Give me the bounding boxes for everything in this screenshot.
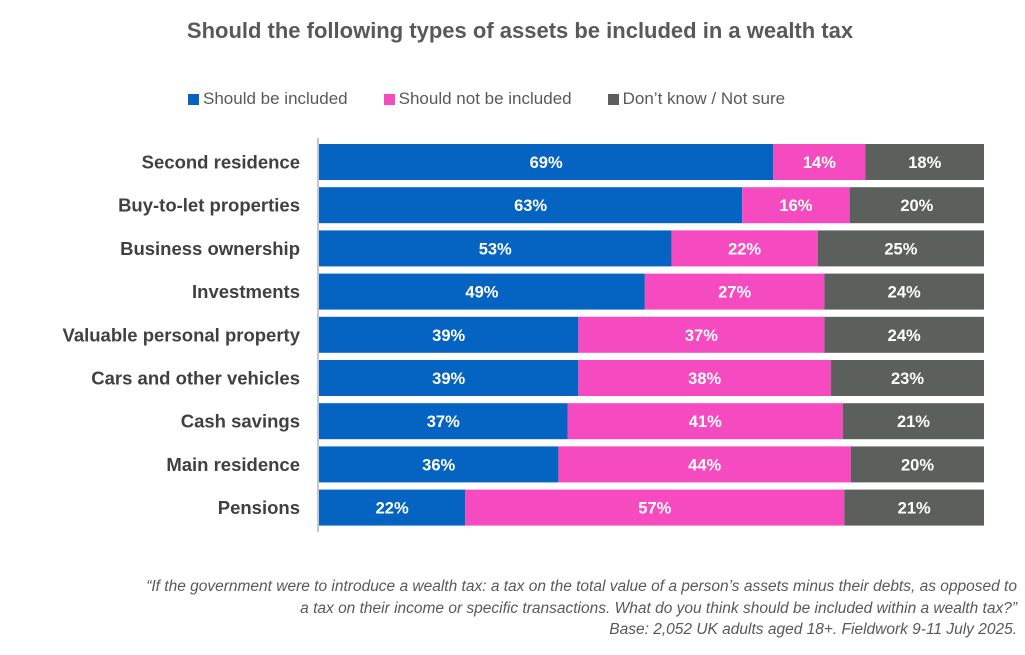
data-label-should-not-be-included-pensions: 57% — [638, 500, 671, 518]
bar-should-not-be-included-main-residence — [558, 446, 851, 483]
data-label-should-be-included-cash-savings: 37% — [427, 413, 460, 431]
category-label-investments: Investments — [192, 281, 300, 302]
category-label-business-ownership: Business ownership — [120, 238, 300, 259]
legend-item-dont-know: Don’t know / Not sure — [607, 89, 786, 109]
bar-should-be-included-main-residence — [319, 446, 559, 483]
bar-don-t-know-not-sure-second-residence — [865, 144, 984, 180]
footnote-question-line2: a tax on their income or specific transa… — [300, 599, 1017, 617]
bar-don-t-know-not-sure-pensions — [844, 489, 984, 526]
legend-label-not-included: Should not be included — [398, 89, 572, 108]
legend-swatch-included — [188, 93, 199, 105]
bar-don-t-know-not-sure-main-residence — [851, 446, 984, 483]
chart-title: Should the following types of assets be … — [186, 18, 854, 43]
data-label-don-t-know-not-sure-investments: 24% — [888, 284, 921, 302]
bar-don-t-know-not-sure-business-ownership — [817, 230, 984, 267]
bar-should-not-be-included-business-ownership — [671, 230, 818, 267]
footnote-base: Base: 2,052 UK adults aged 18+. Fieldwor… — [609, 621, 1017, 638]
bar-should-be-included-second-residence — [319, 144, 774, 180]
category-label-main-residence: Main residence — [166, 454, 300, 475]
footnote-question-line1: “If the government were to introduce a w… — [146, 578, 1017, 595]
bar-don-t-know-not-sure-buy-to-let-properties — [849, 187, 984, 224]
data-label-should-not-be-included-buy-to-let-properties: 16% — [779, 197, 812, 215]
data-label-don-t-know-not-sure-buy-to-let-properties: 20% — [900, 197, 933, 215]
data-label-should-not-be-included-second-residence: 14% — [803, 154, 836, 172]
data-label-should-not-be-included-investments: 27% — [718, 284, 751, 302]
bar-should-not-be-included-pensions — [465, 489, 845, 526]
data-label-should-not-be-included-cash-savings: 41% — [689, 413, 722, 431]
data-label-don-t-know-not-sure-main-residence: 20% — [901, 456, 934, 474]
data-label-should-be-included-pensions: 22% — [376, 500, 409, 518]
data-label-don-t-know-not-sure-business-ownership: 25% — [884, 240, 917, 258]
data-label-should-not-be-included-main-residence: 44% — [688, 456, 721, 474]
data-label-should-not-be-included-business-ownership: 22% — [728, 240, 761, 258]
stacked-bar-chart: Second residence 69% 14% 18% Buy-to-let prop… — [63, 138, 984, 532]
legend-swatch-dont-know — [607, 93, 619, 105]
data-label-should-be-included-cars-and-other-vehicles: 39% — [432, 370, 465, 388]
bar-don-t-know-not-sure-cars-and-other-vehicles — [831, 360, 984, 396]
data-label-should-not-be-included-cars-and-other-vehicles: 38% — [688, 370, 721, 388]
bar-should-be-included-cars-and-other-vehicles — [319, 360, 579, 396]
data-label-should-be-included-business-ownership: 53% — [479, 240, 512, 258]
legend-item-included: Should be included — [188, 89, 348, 109]
data-label-should-not-be-included-valuable-personal-property: 37% — [685, 327, 718, 345]
category-label-cars-and-other-vehicles: Cars and other vehicles — [91, 368, 300, 389]
bar-don-t-know-not-sure-valuable-personal-property — [824, 316, 984, 353]
legend-swatch-not-included — [383, 93, 395, 105]
category-label-cash-savings: Cash savings — [181, 411, 300, 432]
bar-should-not-be-included-buy-to-let-properties — [742, 187, 850, 224]
bar-should-not-be-included-second-residence — [773, 144, 866, 180]
bar-should-not-be-included-cash-savings — [567, 403, 843, 440]
legend-item-not-included: Should not be included — [383, 89, 572, 109]
data-label-should-be-included-second-residence: 69% — [530, 154, 563, 172]
category-label-buy-to-let-properties: Buy-to-let properties — [118, 195, 300, 216]
legend-label-dont-know: Don’t know / Not sure — [622, 89, 786, 108]
bar-should-be-included-pensions — [319, 489, 466, 526]
bar-should-be-included-business-ownership — [319, 230, 672, 267]
bar-should-not-be-included-cars-and-other-vehicles — [578, 360, 832, 396]
data-label-don-t-know-not-sure-valuable-personal-property: 24% — [888, 327, 921, 345]
category-label-pensions: Pensions — [218, 497, 300, 518]
bar-should-be-included-cash-savings — [319, 403, 568, 440]
data-label-should-be-included-buy-to-let-properties: 63% — [514, 197, 547, 215]
data-label-should-be-included-investments: 49% — [465, 284, 498, 302]
bar-should-be-included-investments — [319, 273, 645, 310]
bar-should-not-be-included-investments — [644, 273, 825, 310]
data-label-don-t-know-not-sure-second-residence: 18% — [908, 154, 941, 172]
data-label-should-be-included-valuable-personal-property: 39% — [432, 327, 465, 345]
data-label-don-t-know-not-sure-cash-savings: 21% — [897, 413, 930, 431]
bar-should-not-be-included-valuable-personal-property — [578, 316, 825, 353]
category-label-valuable-personal-property: Valuable personal property — [63, 324, 301, 345]
data-label-don-t-know-not-sure-pensions: 21% — [898, 500, 931, 518]
legend: Should be included Should not be include… — [188, 88, 821, 110]
category-label-second-residence: Second residence — [142, 152, 300, 173]
bar-don-t-know-not-sure-investments — [824, 273, 984, 310]
footnote: “If the government were to introduce a w… — [17, 576, 1017, 641]
bars-layer: Second residence 69% 14% 18% Buy-to-let prop… — [63, 144, 984, 526]
bar-should-be-included-valuable-personal-property — [319, 316, 579, 353]
bar-don-t-know-not-sure-cash-savings — [842, 403, 984, 440]
legend-label-included: Should be included — [203, 89, 348, 108]
data-label-don-t-know-not-sure-cars-and-other-vehicles: 23% — [891, 370, 924, 388]
data-label-should-be-included-main-residence: 36% — [422, 456, 455, 474]
bar-should-be-included-buy-to-let-properties — [319, 187, 743, 224]
